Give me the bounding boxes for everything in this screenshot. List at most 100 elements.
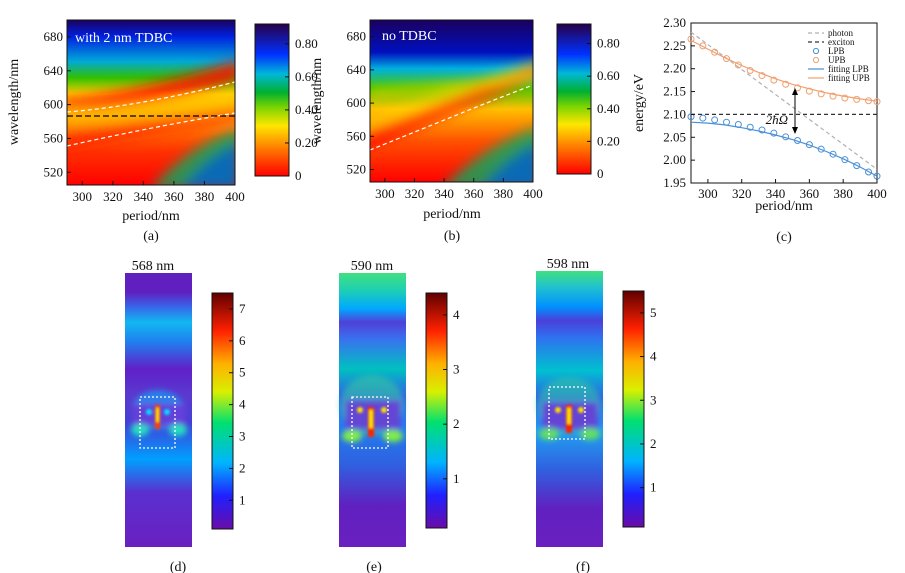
ylabel-c: energy/eV xyxy=(632,74,647,132)
colorbar-a-ticks: 0 0.20 0.40 0.60 0.80 xyxy=(285,36,318,183)
cbar-label-e-3: 4 xyxy=(453,307,460,322)
legend-label-2: LPB xyxy=(828,46,845,56)
xtick-label-b-4: 380 xyxy=(494,186,514,201)
heatmap-b xyxy=(370,20,533,182)
point-upb-7 xyxy=(770,76,778,84)
point-upb-13 xyxy=(841,94,849,102)
panel-label-a: (a) xyxy=(143,229,159,244)
xtick-label-c-3: 360 xyxy=(800,186,820,201)
inset-label-b: no TDBC xyxy=(382,29,437,44)
ytick-label-a-3: 640 xyxy=(44,63,64,78)
xtick-label-b-1: 320 xyxy=(405,186,425,201)
colorbar-b xyxy=(556,23,592,175)
ytick-label-b-4: 680 xyxy=(347,29,367,44)
cbar-label-b-2: 0.40 xyxy=(597,101,620,116)
point-lpb-5 xyxy=(746,123,754,131)
xtick-label-c-2: 340 xyxy=(766,186,786,201)
series-line-photon xyxy=(690,31,878,170)
colorbar-a xyxy=(254,23,290,177)
ytick-label-c-4: 2.15 xyxy=(663,84,686,99)
xtick-label-b-5: 400 xyxy=(523,186,543,201)
colorbar-f xyxy=(622,290,645,528)
legend-label-4: fitting LPB xyxy=(828,64,869,74)
ytick-label-b-2: 600 xyxy=(347,95,367,110)
legend-marker-3 xyxy=(812,56,820,64)
point-upb-11 xyxy=(817,90,825,98)
cbar-label-a-2: 0.40 xyxy=(295,102,318,117)
cbar-label-b-0: 0 xyxy=(597,166,604,181)
cbar-label-f-4: 5 xyxy=(650,305,657,320)
cbar-label-b-3: 0.60 xyxy=(597,68,620,83)
ytick-label-c-6: 2.25 xyxy=(663,38,686,53)
ytick-label-c-0: 1.95 xyxy=(663,175,686,190)
xtick-label-b-3: 360 xyxy=(464,186,484,201)
cbar-label-d-1: 2 xyxy=(239,460,246,475)
legend-marker-2 xyxy=(812,47,820,55)
rabi-annotation: 2ħΩ xyxy=(766,112,788,127)
panel-label-b: (b) xyxy=(444,229,461,244)
panel-e: 590 nm 1 2 3 4 (e) xyxy=(339,259,460,573)
title-d: 568 nm xyxy=(132,259,175,274)
colorbar-e xyxy=(425,292,448,529)
point-upb-0 xyxy=(687,35,695,43)
axes-b: 300 320 340 360 380 400 520 560 600 640 680 xyxy=(347,29,543,201)
legend-label-0: photon xyxy=(828,28,854,38)
xtick-label-c-0: 300 xyxy=(698,186,718,201)
point-lpb-7 xyxy=(770,129,778,137)
colorbar-b-ticks: 0 0.20 0.40 0.60 0.80 xyxy=(587,36,620,181)
colorbar-e-ticks: 1 2 3 4 xyxy=(443,307,460,486)
point-lpb-13 xyxy=(841,156,849,164)
plot-c-series xyxy=(687,31,881,180)
point-lpb-2 xyxy=(711,116,719,124)
xtick-label-b-0: 300 xyxy=(375,186,395,201)
ytick-label-a-4: 680 xyxy=(44,29,64,44)
legend-label-3: UPB xyxy=(828,55,846,65)
xtick-label-a-4: 380 xyxy=(195,189,215,204)
legend-label-1: exciton xyxy=(828,37,855,47)
ylabel-b: wavelength/nm xyxy=(310,58,325,144)
point-upb-6 xyxy=(758,72,766,80)
panel-d: 568 nm 1 2 3 4 5 6 7 (d) xyxy=(125,259,246,573)
cbar-label-a-0: 0 xyxy=(295,168,302,183)
unit-cell-box-f xyxy=(548,386,586,440)
panel-b: no TDBC 300 320 340 360 380 400 520 560 600 640 68… xyxy=(310,19,620,244)
unit-cell-box-d xyxy=(139,396,176,449)
colorbar-f-ticks: 1 2 3 4 5 xyxy=(640,305,657,495)
title-e: 590 nm xyxy=(351,259,394,274)
ytick-label-c-3: 2.10 xyxy=(663,106,686,121)
cbar-label-b-4: 0.80 xyxy=(597,36,620,51)
cbar-label-f-3: 4 xyxy=(650,349,657,364)
cbar-label-a-3: 0.60 xyxy=(295,69,318,84)
cbar-label-e-2: 3 xyxy=(453,362,460,377)
point-lpb-1 xyxy=(699,114,707,122)
panel-label-d: (d) xyxy=(170,560,187,573)
ytick-label-a-1: 560 xyxy=(44,130,64,145)
point-upb-2 xyxy=(711,48,719,56)
point-upb-12 xyxy=(829,92,837,100)
unit-cell-box-e xyxy=(351,396,389,449)
cbar-label-d-5: 6 xyxy=(239,333,246,348)
cbar-label-d-6: 7 xyxy=(239,301,246,316)
xlabel-b: period/nm xyxy=(423,207,481,222)
ytick-label-b-3: 640 xyxy=(347,62,367,77)
point-upb-10 xyxy=(805,87,813,95)
xtick-label-a-5: 400 xyxy=(225,189,245,204)
point-upb-16 xyxy=(873,98,881,106)
axes-c: 300 320 340 360 380 400 1.95 2.00 2.05 2.10 2.15 2.… xyxy=(663,15,887,201)
panel-a: with 2 nm TDBC 300 320 340 360 380 400 520 560 6… xyxy=(7,19,318,244)
ylabel-a: wavelength/nm xyxy=(7,59,22,145)
heatmap-a xyxy=(67,20,235,185)
panel-label-e: (e) xyxy=(366,560,382,573)
ytick-label-c-1: 2.00 xyxy=(663,152,686,167)
point-lpb-15 xyxy=(865,168,873,176)
inset-label-a: with 2 nm TDBC xyxy=(75,31,172,46)
ytick-label-b-0: 520 xyxy=(347,162,367,177)
cbar-label-e-1: 2 xyxy=(453,416,460,431)
xtick-label-c-1: 320 xyxy=(732,186,752,201)
cbar-label-d-4: 5 xyxy=(239,365,246,380)
axes-a: 300 320 340 360 380 400 520 560 600 640 680 xyxy=(44,29,245,204)
point-upb-8 xyxy=(782,80,790,88)
xlabel-a: period/nm xyxy=(122,209,180,224)
cbar-label-d-2: 3 xyxy=(239,429,246,444)
